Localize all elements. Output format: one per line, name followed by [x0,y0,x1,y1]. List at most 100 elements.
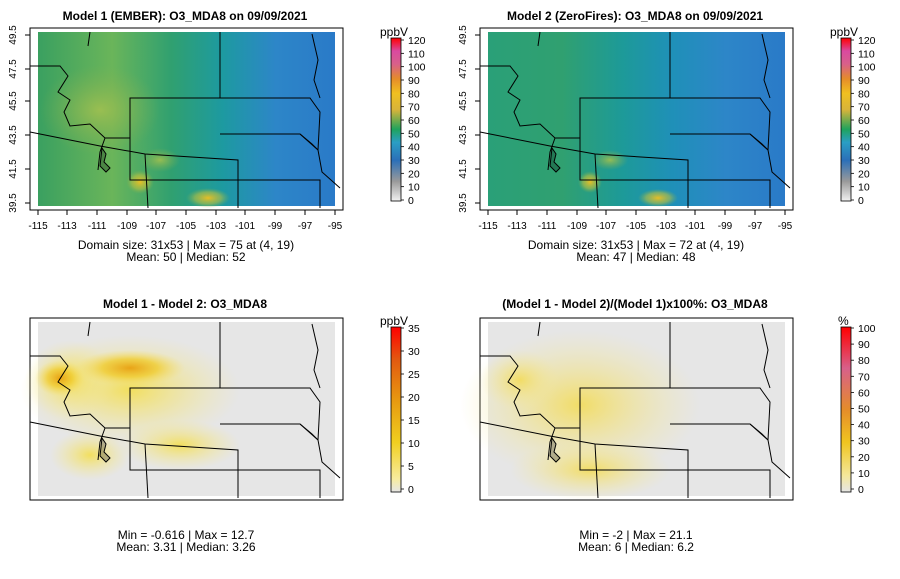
y-tick-label: 43.5 [8,125,19,145]
x-tick-label: -99 [268,221,283,232]
colorbar-tick-label: 20 [408,392,420,404]
state-borders [479,31,791,209]
y-axis: 49.5 47.5 45.5 43.5 41.5 39.5 [8,25,30,213]
colorbar-tick-label: 50 [858,404,870,416]
colorbar-tick-label: 100 [858,323,876,335]
mean-median: Mean: 6 | Median: 6.2 [578,540,694,554]
x-tick-label: -115 [478,221,498,232]
domain-stats: Domain size: 31x53 | Max = 75 at (4, 19) [78,238,294,252]
panel-title: Model 2 (ZeroFires): O3_MDA8 on 09/09/20… [507,9,763,23]
x-tick-label: -109 [117,221,137,232]
colorbar-tick-label: 20 [408,168,420,180]
y-tick-label: 45.5 [8,91,19,111]
colorbar-tick-label: 35 [408,323,420,335]
colorbar-tick-label: 90 [858,339,870,351]
colorbar-ramp [390,326,402,493]
x-tick-label: -103 [206,221,226,232]
y-tick-label: 49.5 [458,25,469,45]
y-tick-label: 45.5 [458,91,469,111]
colorbar-tick-label: 30 [408,155,420,167]
x-tick-label: -105 [626,221,646,232]
colorbar-tick-label: 60 [408,115,420,127]
x-axis: -115 -113 -111 -109 -107 -105 -103 -101 … [28,210,343,232]
x-tick-label: -95 [778,221,793,232]
colorbar-tick-label: 0 [858,484,864,496]
colorbar-tick-label: 80 [408,88,420,100]
colorbar-tick-label: 40 [858,142,870,154]
colorbar-unit: ppbV [380,314,408,328]
colorbar-tick-label: 20 [858,452,870,464]
colorbar-tick-label: 80 [858,355,870,367]
mean-median: Mean: 47 | Median: 48 [576,250,696,264]
colorbar-tick-label: 40 [858,420,870,432]
panel-title: (Model 1 - Model 2)/(Model 1)x100%: O3_M… [502,297,768,311]
x-tick-label: -101 [235,221,255,232]
panel-title: Model 1 - Model 2: O3_MDA8 [103,297,267,311]
colorbar-tick-label: 30 [858,436,870,448]
x-tick-label: -97 [298,221,313,232]
domain-stats: Domain size: 31x53 | Max = 72 at (4, 19) [528,238,744,252]
difference-map [20,322,335,496]
x-tick-label: -95 [328,221,343,232]
colorbar-tick-label: 110 [858,48,875,60]
x-axis: -115 -113 -111 -109 -107 -105 -103 -101 … [478,210,793,232]
colorbar-tick-label: 10 [408,438,420,450]
colorbar-tick-label: 25 [408,369,420,381]
min-max: Min = -2 | Max = 21.1 [579,528,692,542]
colorbar-unit: ppbV [380,25,408,39]
y-tick-label: 47.5 [8,59,19,79]
x-tick-label: -105 [176,221,196,232]
x-tick-label: -113 [507,221,527,232]
panel-model1: Model 1 (EMBER): O3_MDA8 on 09/09/2021 [8,9,426,264]
colorbar-tick-label: 40 [408,142,420,154]
ozone-map [38,32,335,208]
colorbar-tick-label: 120 [408,35,426,47]
state-borders [479,321,791,499]
panel-percent-difference: (Model 1 - Model 2)/(Model 1)x100%: O3_M… [460,297,876,554]
percent-map [460,322,785,500]
colorbar-tick-label: 100 [408,62,426,74]
colorbar-tick-label: 15 [408,415,420,427]
colorbar-tick-label: 120 [858,35,876,47]
colorbar-tick-label: 60 [858,387,870,399]
x-tick-label: -109 [567,221,587,232]
x-tick-label: -115 [28,221,48,232]
panel-model2: Model 2 (ZeroFires): O3_MDA8 on 09/09/20… [458,9,876,264]
colorbar-tick-label: 50 [408,128,420,140]
panel-title: Model 1 (EMBER): O3_MDA8 on 09/09/2021 [63,9,308,23]
colorbar-tick-label: 60 [858,115,870,127]
x-tick-label: -97 [748,221,763,232]
mean-median: Mean: 50 | Median: 52 [126,250,246,264]
colorbar-tick-label: 30 [858,155,870,167]
colorbar-tick-label: 100 [858,62,876,74]
y-tick-label: 49.5 [8,25,19,45]
colorbar-tick-label: 0 [858,195,864,207]
x-tick-label: -113 [57,221,77,232]
colorbar: ppbV 35 30 25 20 15 10 5 0 [380,314,420,496]
ozone-map [488,32,785,207]
panel-difference: Model 1 - Model 2: O3_MDA8 Min = -0.61 [20,297,420,554]
colorbar-tick-label: 90 [408,75,420,87]
colorbar-tick-label: 0 [408,195,414,207]
state-borders [29,321,341,499]
y-tick-label: 47.5 [458,59,469,79]
colorbar-tick-label: 50 [858,128,870,140]
mean-median: Mean: 3.31 | Median: 3.26 [116,540,256,554]
colorbar-tick-label: 10 [858,182,870,194]
min-max: Min = -0.616 | Max = 12.7 [118,528,255,542]
x-tick-label: -99 [718,221,733,232]
colorbar-tick-label: 70 [858,371,870,383]
colorbar-tick-label: 0 [408,484,414,496]
colorbar-tick-label: 10 [408,182,420,194]
colorbar-tick-label: 90 [858,75,870,87]
colorbar-tick-label: 5 [408,461,414,473]
y-tick-label: 41.5 [8,159,19,179]
colorbar-tick-label: 20 [858,168,870,180]
x-tick-label: -111 [88,221,107,232]
y-axis: 49.5 47.5 45.5 43.5 41.5 39.5 [458,25,480,213]
colorbar-ramp [840,37,852,202]
y-tick-label: 39.5 [458,193,469,213]
colorbar-tick-label: 30 [408,346,420,358]
